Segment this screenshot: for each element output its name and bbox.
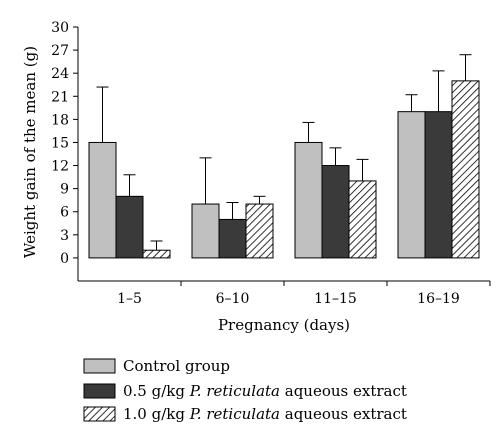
x-tick-label: 16–19 xyxy=(417,291,460,307)
legend-label-species: P. reticulata xyxy=(189,382,280,400)
legend-swatch-2 xyxy=(83,383,116,399)
legend-label-text: 0.5 g/kg xyxy=(123,382,190,400)
bar-series3-1 xyxy=(142,249,171,259)
bar-series2-1 xyxy=(115,195,144,259)
bar-series2-2 xyxy=(218,218,247,259)
legend-label-1: Control group xyxy=(123,357,230,375)
bar-series1-4 xyxy=(397,111,426,259)
y-tick-label: 15 xyxy=(51,135,69,151)
legend-label-2: 0.5 g/kg P. reticulata aqueous extract xyxy=(123,382,407,400)
legend-swatch-1 xyxy=(83,358,116,374)
legend: Control group 0.5 g/kg P. reticulata aque… xyxy=(83,357,407,423)
y-tick-label: 27 xyxy=(51,43,69,59)
bar-series3-4 xyxy=(451,80,480,259)
bar-series1-2 xyxy=(191,203,220,259)
y-tick-label: 9 xyxy=(60,182,69,198)
bar-series2-4 xyxy=(424,111,453,259)
bar-series1-1 xyxy=(88,141,117,259)
legend-label-text: Control group xyxy=(123,357,230,375)
legend-swatch-3 xyxy=(83,406,116,422)
y-tick-label: 6 xyxy=(60,205,69,221)
bar-series3-2 xyxy=(245,203,274,259)
legend-label-species: P. reticulata xyxy=(189,405,280,423)
x-tick-label: 6–10 xyxy=(216,291,250,307)
bar-series3-3 xyxy=(348,180,377,259)
x-tick-label: 11–15 xyxy=(314,291,357,307)
y-tick-label: 3 xyxy=(60,228,69,244)
bar-series2-3 xyxy=(321,165,350,259)
y-tick-label: 12 xyxy=(51,159,69,175)
y-tick-label: 18 xyxy=(51,112,69,128)
x-tick-label: 1–5 xyxy=(117,291,142,307)
legend-label-text: 1.0 g/kg xyxy=(123,405,190,423)
y-tick-label: 30 xyxy=(51,20,69,36)
y-tick-label: 0 xyxy=(60,251,69,267)
y-tick-label: 21 xyxy=(51,89,69,105)
y-tick-label: 24 xyxy=(51,66,69,82)
y-axis-title: Weight gain of the mean (g) xyxy=(21,46,39,258)
bar-series1-3 xyxy=(294,141,323,259)
x-axis-title: Pregnancy (days) xyxy=(218,316,350,334)
legend-label-text: aqueous extract xyxy=(280,405,407,423)
plot-area: 0 3 6 9 12 15 18 21 24 27 30 1–5 6–10 11–15 16–19 xyxy=(51,20,491,307)
legend-label-3: 1.0 g/kg P. reticulata aqueous extract xyxy=(123,405,407,423)
legend-label-text: aqueous extract xyxy=(280,382,407,400)
